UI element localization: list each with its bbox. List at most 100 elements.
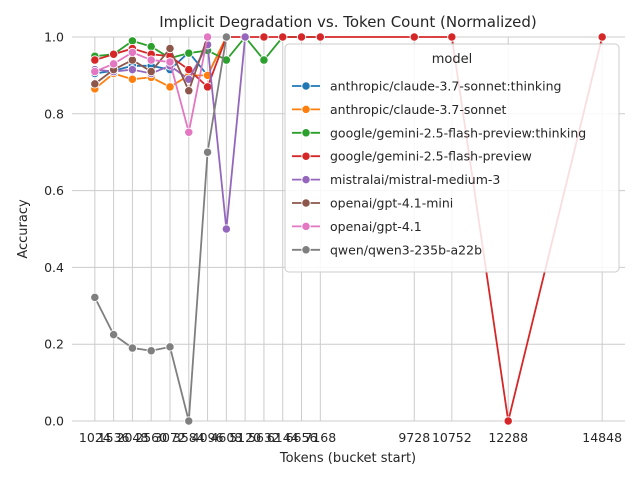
data-point <box>184 48 194 58</box>
x-tick-label: 6144 <box>267 430 299 445</box>
data-point <box>202 82 213 92</box>
x-tick-label: 2560 <box>135 430 167 445</box>
y-tick-label: 0.6 <box>44 183 64 198</box>
data-point <box>165 43 175 54</box>
chart-title: Implicit Degradation vs. Token Count (No… <box>159 13 537 31</box>
data-point <box>240 32 250 42</box>
x-tick-label: 3072 <box>154 430 186 445</box>
x-tick-label: 3584 <box>173 430 205 445</box>
legend-label: google/gemini-2.5-flash-preview:thinking <box>330 125 586 140</box>
series <box>90 32 213 137</box>
y-tick-label: 0.0 <box>44 414 64 429</box>
x-tick-label: 6656 <box>286 430 318 445</box>
x-tick-label: 1536 <box>98 430 130 445</box>
legend-item: anthropic/claude-3.7-sonnet <box>292 102 507 117</box>
legend-marker <box>301 151 311 161</box>
legend-item: openai/gpt-4.1-mini <box>292 196 453 211</box>
legend-box <box>284 43 620 273</box>
data-point <box>165 82 175 92</box>
y-tick-labels: 0.0 0.2 0.4 0.6 0.8 1.0 <box>44 30 64 429</box>
data-point <box>409 32 419 42</box>
data-point <box>90 55 100 65</box>
y-tick-label: 0.8 <box>44 106 64 121</box>
legend-item: google/gemini-2.5-flash-preview <box>292 149 532 164</box>
data-point <box>127 36 138 46</box>
legend-item: mistralai/mistral-medium-3 <box>292 172 500 187</box>
data-point <box>165 57 175 67</box>
legend-marker <box>301 245 311 255</box>
data-point <box>296 32 307 42</box>
legend: model anthropic/claude-3.7-sonnet:thinki… <box>284 43 620 273</box>
legend-label: google/gemini-2.5-flash-preview <box>330 149 532 164</box>
legend-marker <box>301 81 311 91</box>
data-point <box>315 32 325 42</box>
x-tick-label: 4608 <box>210 430 242 445</box>
data-point <box>90 292 100 303</box>
data-point <box>127 64 138 75</box>
legend-title: model <box>432 52 472 67</box>
y-tick-label: 0.4 <box>44 260 64 275</box>
x-tick-label: 14848 <box>582 430 622 445</box>
legend-label: openai/gpt-4.1 <box>330 219 422 234</box>
legend-marker <box>301 174 311 185</box>
series-layer <box>90 32 607 426</box>
data-point <box>221 32 232 42</box>
y-tick-label: 0.2 <box>44 337 64 352</box>
data-point <box>108 329 119 340</box>
data-point <box>278 32 288 42</box>
legend-label: mistralai/mistral-medium-3 <box>330 172 500 187</box>
x-tick-label: 7168 <box>304 430 336 445</box>
data-point <box>165 342 175 352</box>
legend-marker <box>301 198 311 208</box>
data-point <box>184 86 194 96</box>
x-tick-label: 9728 <box>398 430 430 445</box>
data-point <box>202 32 213 42</box>
legend-item: openai/gpt-4.1 <box>292 219 422 234</box>
data-point <box>108 59 119 69</box>
x-tick-label: 2048 <box>117 430 149 445</box>
legend-item: qwen/qwen3-235b-a22b <box>292 242 482 257</box>
legend-label: qwen/qwen3-235b-a22b <box>330 242 482 257</box>
x-axis-label: Tokens (bucket start) <box>279 451 416 466</box>
legend-item: google/gemini-2.5-flash-preview:thinking <box>292 125 586 140</box>
y-axis-label: Accuracy <box>16 199 31 259</box>
data-point <box>146 346 156 356</box>
data-point <box>108 49 119 59</box>
legend-item: anthropic/claude-3.7-sonnet:thinking <box>292 79 561 94</box>
data-point <box>146 41 156 52</box>
x-tick-label: 4096 <box>192 430 224 445</box>
legend-marker <box>301 128 311 138</box>
legend-items: anthropic/claude-3.7-sonnet:thinking anth… <box>292 79 586 257</box>
data-point <box>127 343 138 353</box>
data-point <box>146 55 156 65</box>
data-point <box>184 127 194 137</box>
data-point <box>127 47 138 58</box>
data-point <box>221 224 232 234</box>
legend-label: anthropic/claude-3.7-sonnet:thinking <box>330 79 561 94</box>
legend-label: anthropic/claude-3.7-sonnet <box>330 102 507 117</box>
x-tick-label: 5120 <box>229 430 261 445</box>
x-tick-label: 1024 <box>79 430 111 445</box>
data-point <box>127 55 138 65</box>
x-tick-label: 12288 <box>488 430 528 445</box>
data-point <box>127 74 138 84</box>
data-point <box>90 79 100 89</box>
data-point <box>184 416 194 426</box>
data-point <box>146 66 156 77</box>
x-tick-labels: 1024153620482560307235844096460851205632… <box>79 430 622 445</box>
series <box>90 32 232 426</box>
data-point <box>447 32 457 42</box>
y-tick-label: 1.0 <box>44 30 64 45</box>
x-tick-label: 10752 <box>432 430 472 445</box>
data-point <box>259 32 269 42</box>
data-point <box>202 147 213 157</box>
legend-marker <box>301 221 311 232</box>
data-point <box>597 32 607 42</box>
x-tick-label: 5632 <box>248 430 280 445</box>
legend-label: openai/gpt-4.1-mini <box>330 196 453 211</box>
data-point <box>503 416 513 426</box>
legend-marker <box>301 104 311 115</box>
data-point <box>90 66 100 77</box>
data-point <box>259 55 269 65</box>
